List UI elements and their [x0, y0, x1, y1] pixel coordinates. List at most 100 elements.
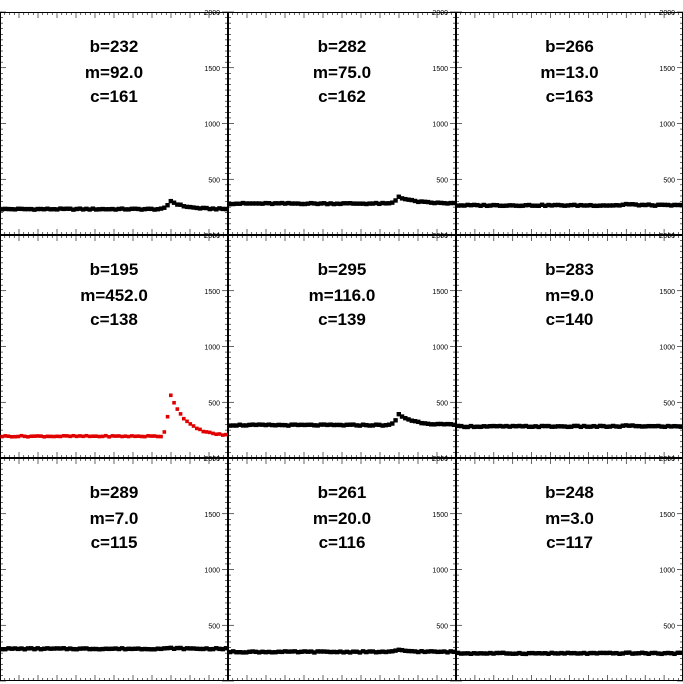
data-point [54, 207, 60, 212]
data-point [145, 646, 151, 652]
data-point [575, 651, 580, 656]
data-point [220, 646, 225, 652]
data-point [640, 650, 645, 655]
data-point [328, 649, 333, 655]
data-point [581, 423, 587, 429]
data-point [633, 423, 638, 429]
data-point [581, 650, 587, 656]
data-point [84, 646, 89, 651]
data-point [318, 422, 324, 427]
panel-m-label: m=7.0 [90, 509, 139, 528]
data-point [643, 202, 648, 208]
data-point [81, 434, 85, 439]
data-point [80, 207, 86, 212]
data-point [171, 646, 177, 651]
y-tick-label: 1500 [204, 512, 220, 519]
data-point [530, 424, 535, 429]
data-point [419, 420, 424, 426]
data-point [497, 650, 503, 656]
data-point [185, 419, 189, 424]
panel-m-label: m=75.0 [313, 63, 371, 82]
data-point [204, 205, 209, 211]
data-point [578, 202, 584, 208]
data-point [672, 202, 677, 208]
data-point [360, 201, 366, 206]
data-point [260, 422, 265, 427]
data-point [530, 650, 535, 656]
data-point [445, 201, 450, 206]
data-point [575, 203, 580, 208]
data-point [29, 646, 34, 651]
data-point [462, 203, 467, 208]
data-point [578, 651, 584, 656]
panel-b-label: b=289 [90, 483, 139, 502]
data-point [390, 649, 395, 654]
data-point [42, 434, 47, 439]
data-point [273, 423, 278, 428]
panel-1: 500 1000 1500 2000 b=232 m=92.0 c=161 [0, 10, 229, 236]
data-point [591, 423, 596, 429]
data-point [292, 649, 298, 654]
data-point [455, 423, 461, 429]
data-point [604, 203, 609, 208]
data-point [194, 426, 199, 431]
data-point [231, 423, 236, 428]
data-point [562, 424, 567, 429]
data-point [659, 651, 664, 657]
data-point [478, 651, 483, 656]
data-point [84, 433, 89, 438]
data-point [488, 203, 493, 208]
data-point [3, 647, 8, 652]
data-point [594, 651, 600, 656]
data-point [42, 646, 47, 651]
data-point [640, 424, 645, 429]
data-point [331, 201, 337, 207]
data-point [669, 424, 674, 429]
data-point [543, 423, 548, 429]
data-point [451, 422, 457, 428]
data-point [390, 421, 395, 426]
panel-c-label: c=161 [90, 87, 138, 106]
data-point [142, 206, 148, 212]
data-point [412, 418, 418, 424]
data-point [207, 647, 212, 652]
data-point [659, 424, 664, 429]
data-point [406, 417, 411, 422]
data-point [478, 424, 483, 430]
data-point [393, 418, 398, 423]
data-point [517, 423, 522, 429]
data-point [334, 422, 340, 428]
data-point [380, 423, 385, 428]
data-point [422, 649, 427, 655]
data-point [588, 424, 593, 429]
data-point [90, 646, 96, 652]
data-point [0, 207, 5, 212]
y-tick-label: 1500 [659, 66, 675, 73]
data-point [572, 202, 577, 208]
data-point [97, 434, 102, 439]
data-point [669, 651, 674, 656]
data-point [188, 204, 193, 210]
data-point [526, 650, 532, 656]
data-point [432, 422, 437, 427]
y-tick-label: 500 [663, 623, 675, 630]
data-point [312, 423, 317, 428]
data-point [432, 200, 437, 206]
data-point [211, 431, 215, 436]
data-point [546, 651, 551, 656]
data-point [321, 422, 327, 427]
data-point [562, 203, 567, 208]
data-point [536, 203, 541, 208]
data-point [649, 423, 655, 429]
data-point [416, 649, 421, 655]
data-point [620, 651, 626, 656]
data-point [341, 201, 346, 206]
data-point [103, 646, 109, 651]
data-point [152, 647, 157, 652]
data-point [549, 203, 554, 208]
data-point [471, 202, 477, 208]
data-point [429, 422, 434, 427]
data-point [136, 646, 141, 651]
data-point [149, 206, 154, 212]
data-point [289, 422, 294, 427]
